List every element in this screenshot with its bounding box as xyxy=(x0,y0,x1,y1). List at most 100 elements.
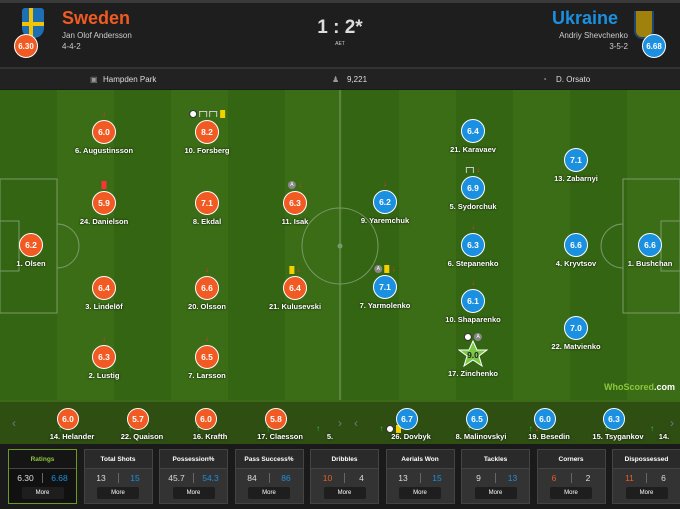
player-rating: 6.4 xyxy=(461,119,485,143)
stat-tab-corners[interactable]: Corners 6 2 More xyxy=(536,449,606,504)
sub-off-icon: ↓ xyxy=(535,424,539,433)
player-name: 20. Olsson xyxy=(188,302,226,311)
stat-away-value: 54.3 xyxy=(202,473,219,483)
player-rating: 7.0 xyxy=(564,316,588,340)
player-rating: 6.4 xyxy=(283,276,307,300)
player-name: 17. Claesson xyxy=(257,432,303,441)
sub-on-icon: ↑ xyxy=(128,424,132,433)
player-rating: 7.1 xyxy=(564,148,588,172)
assist-icon: A xyxy=(474,332,483,341)
player-name: 7. Yarmolenko xyxy=(359,301,411,310)
assist-icon: A xyxy=(287,180,296,189)
goal-icon xyxy=(189,109,198,118)
player-name: 10. Shaparenko xyxy=(445,315,501,324)
sub-off-icon: ↓ xyxy=(205,265,209,274)
red-card-icon xyxy=(101,180,107,189)
pitch: ↓ 6.0 6. Augustinsson 8.2 10. Forsberg 5.9 24… xyxy=(0,90,680,400)
away-subs-prev-button[interactable]: ‹ xyxy=(354,416,358,430)
match-header: 6.30 Sweden Jan Olof Andersson 4-4-2 1 :… xyxy=(0,0,680,67)
player-name: 5. xyxy=(326,432,334,441)
stat-tab-tackles[interactable]: Tackles 9 13 More xyxy=(461,449,530,504)
stat-away-value: 86 xyxy=(281,473,291,483)
more-button[interactable]: More xyxy=(399,487,441,499)
home-subs-next-button[interactable]: › xyxy=(338,416,342,430)
whistle-icon: ◔ xyxy=(542,75,547,84)
player-name: 19. Besedin xyxy=(528,432,570,441)
away-formation: 3-5-2 xyxy=(609,42,628,51)
stat-tab-dribbles[interactable]: Dribbles 10 4 More xyxy=(310,449,379,504)
stat-tab-possession-[interactable]: Possession% 45.7 54.3 More xyxy=(159,449,228,504)
stadium-icon: ▣ xyxy=(90,75,98,84)
player-rating: 6.1 xyxy=(461,289,485,313)
player-rating: 6.5 xyxy=(195,345,219,369)
stat-home-value: 45.7 xyxy=(168,473,185,483)
home-subs-prev-button[interactable]: ‹ xyxy=(12,416,16,430)
player-name: 11. Isak xyxy=(281,217,309,226)
player-name: 1. Bushchan xyxy=(627,259,673,268)
stat-tab-ratings[interactable]: Ratings 6.30 6.68 More xyxy=(8,449,77,504)
more-button[interactable]: More xyxy=(21,487,64,499)
stat-label: Corners xyxy=(537,450,605,469)
player-rating: 9.0 xyxy=(467,350,479,360)
player-rating: 8.2 xyxy=(195,120,219,144)
player-name: 6. Stepanenko xyxy=(447,259,499,268)
sub-on-icon: ↑ xyxy=(266,424,270,433)
home-formation: 4-4-2 xyxy=(62,42,81,51)
stat-label: Dispossessed xyxy=(613,450,680,469)
more-button[interactable]: More xyxy=(625,487,668,499)
sub-off-icon: ↓ xyxy=(102,334,106,343)
player-name: 24. Danielson xyxy=(79,217,129,226)
away-subs-next-button[interactable]: › xyxy=(670,416,674,430)
away-team-rating: 6.68 xyxy=(642,34,666,58)
stat-away-value: 13 xyxy=(507,473,518,483)
woodwork-icon xyxy=(465,166,474,173)
more-button[interactable]: More xyxy=(248,487,290,499)
woodwork-icon xyxy=(199,110,208,117)
stat-label: Total Shots xyxy=(84,450,152,469)
player-name: 3. Lindelöf xyxy=(85,302,123,311)
match-score: 1 : 2* xyxy=(317,17,363,38)
more-button[interactable]: More xyxy=(172,487,215,499)
player-name: 17. Zinchenko xyxy=(447,369,499,378)
stat-tab-dispossessed[interactable]: Dispossessed 11 6 More xyxy=(612,449,680,504)
stat-away-value: 15 xyxy=(432,473,442,483)
match-info-bar: ▣ Hampden Park ♟ 9,221 ◔ D. Orsato xyxy=(0,67,680,89)
stat-label: Possession% xyxy=(160,450,227,469)
stat-tab-total-shots[interactable]: Total Shots 13 15 More xyxy=(83,449,153,504)
pitch-markings xyxy=(0,90,680,400)
player-rating: 6.3 xyxy=(283,191,307,215)
more-button[interactable]: More xyxy=(474,487,517,499)
player-rating: 6.6 xyxy=(195,276,219,300)
player-name: 14. xyxy=(658,432,670,441)
player-rating: 6.6 xyxy=(638,233,662,257)
more-button[interactable]: More xyxy=(550,487,592,499)
home-team-name[interactable]: Sweden xyxy=(62,8,131,28)
yellow-card-icon xyxy=(396,424,401,433)
player-name: 4. Kryvtsov xyxy=(555,259,597,268)
sub-off-icon: ↓ xyxy=(102,109,106,118)
stat-away-value: 6.68 xyxy=(51,473,68,483)
player-rating: 6.3 xyxy=(603,408,625,430)
stat-label: Dribbles xyxy=(311,450,378,469)
player-name: 9. Yaremchuk xyxy=(360,216,410,225)
player-rating: 7.1 xyxy=(195,191,219,215)
player-rating: 6.3 xyxy=(92,345,116,369)
yellow-card-icon xyxy=(219,109,225,118)
sub-on-icon: ↑ xyxy=(528,424,533,433)
sub-off-icon: ↓ xyxy=(471,278,475,287)
attendance: 9,221 xyxy=(347,75,368,84)
player-name: 21. Kulusevski xyxy=(268,302,322,311)
player-rating: 6.2 xyxy=(373,190,397,214)
stat-tab-aerials-won[interactable]: Aerials Won 13 15 More xyxy=(385,449,455,504)
player-name: 1. Olsen xyxy=(16,259,46,268)
away-team-name[interactable]: Ukraine xyxy=(551,8,618,28)
more-button[interactable]: More xyxy=(323,487,366,499)
player-rating: 5.8 xyxy=(265,408,287,430)
player-rating: 6.0 xyxy=(534,408,556,430)
sub-on-icon: ↑ xyxy=(196,424,200,433)
stat-tab-pass-success-[interactable]: Pass Success% 84 86 More xyxy=(234,449,304,504)
sub-off-icon: ↓ xyxy=(205,334,209,343)
stat-home-value: 10 xyxy=(322,473,333,483)
player-name: 2. Lustig xyxy=(88,371,120,380)
more-button[interactable]: More xyxy=(97,487,139,499)
